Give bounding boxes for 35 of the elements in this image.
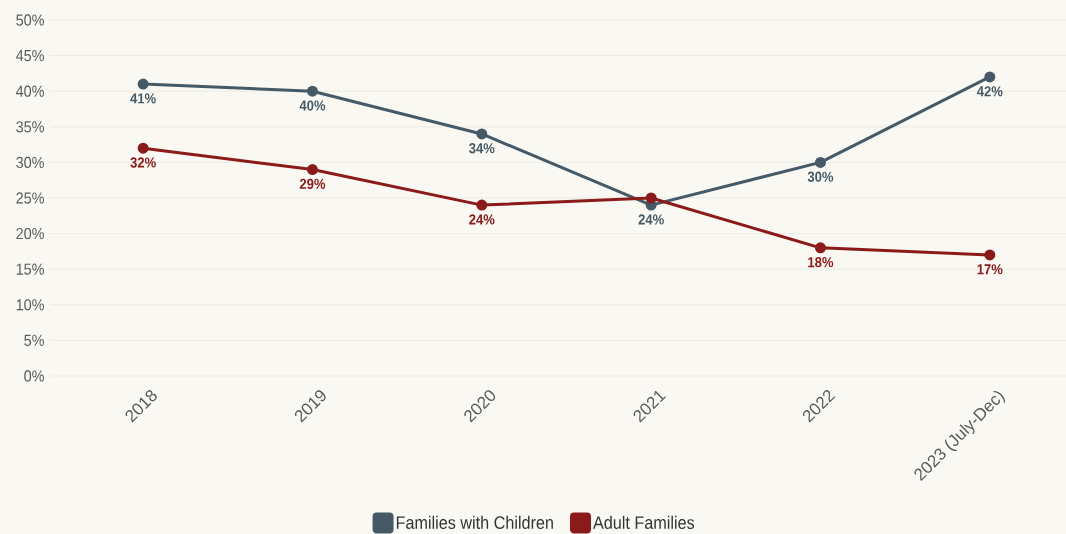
- y-tick-label: 50%: [16, 14, 44, 26]
- point: [814, 156, 826, 168]
- legend-label: Adult Families: [593, 515, 695, 529]
- point: [476, 128, 488, 140]
- y-tick-label: 30%: [16, 156, 44, 169]
- data-label: 18%: [808, 257, 834, 268]
- data-label: 32%: [130, 157, 156, 168]
- y-tick-label: 20%: [16, 227, 44, 240]
- y-tick-label: 40%: [15, 85, 44, 97]
- data-label: 24%: [638, 214, 664, 225]
- point: [137, 142, 149, 154]
- y-tick-label: 10%: [16, 299, 44, 311]
- point: [984, 249, 996, 261]
- point: [137, 78, 149, 90]
- point: [306, 85, 318, 97]
- y-tick-label: 15%: [16, 263, 44, 275]
- point: [645, 192, 657, 204]
- y-tick-label: 0%: [24, 370, 44, 382]
- point: [984, 71, 996, 83]
- data-label: 41%: [130, 93, 156, 104]
- y-tick-label: 5%: [24, 334, 44, 347]
- data-label: 40%: [299, 100, 326, 111]
- y-tick-label: 45%: [15, 49, 44, 62]
- point: [306, 164, 318, 176]
- y-tick-label: 35%: [16, 121, 44, 133]
- point: [476, 199, 488, 211]
- point: [814, 242, 826, 254]
- data-label: 34%: [469, 143, 495, 154]
- data-label: 17%: [977, 264, 1003, 275]
- data-label: 24%: [469, 214, 495, 225]
- data-label: 29%: [299, 178, 326, 189]
- data-label: 30%: [807, 171, 834, 182]
- y-tick-label: 25%: [16, 192, 44, 204]
- data-label: 42%: [976, 86, 1003, 97]
- legend-label: Families with Children: [396, 515, 553, 529]
